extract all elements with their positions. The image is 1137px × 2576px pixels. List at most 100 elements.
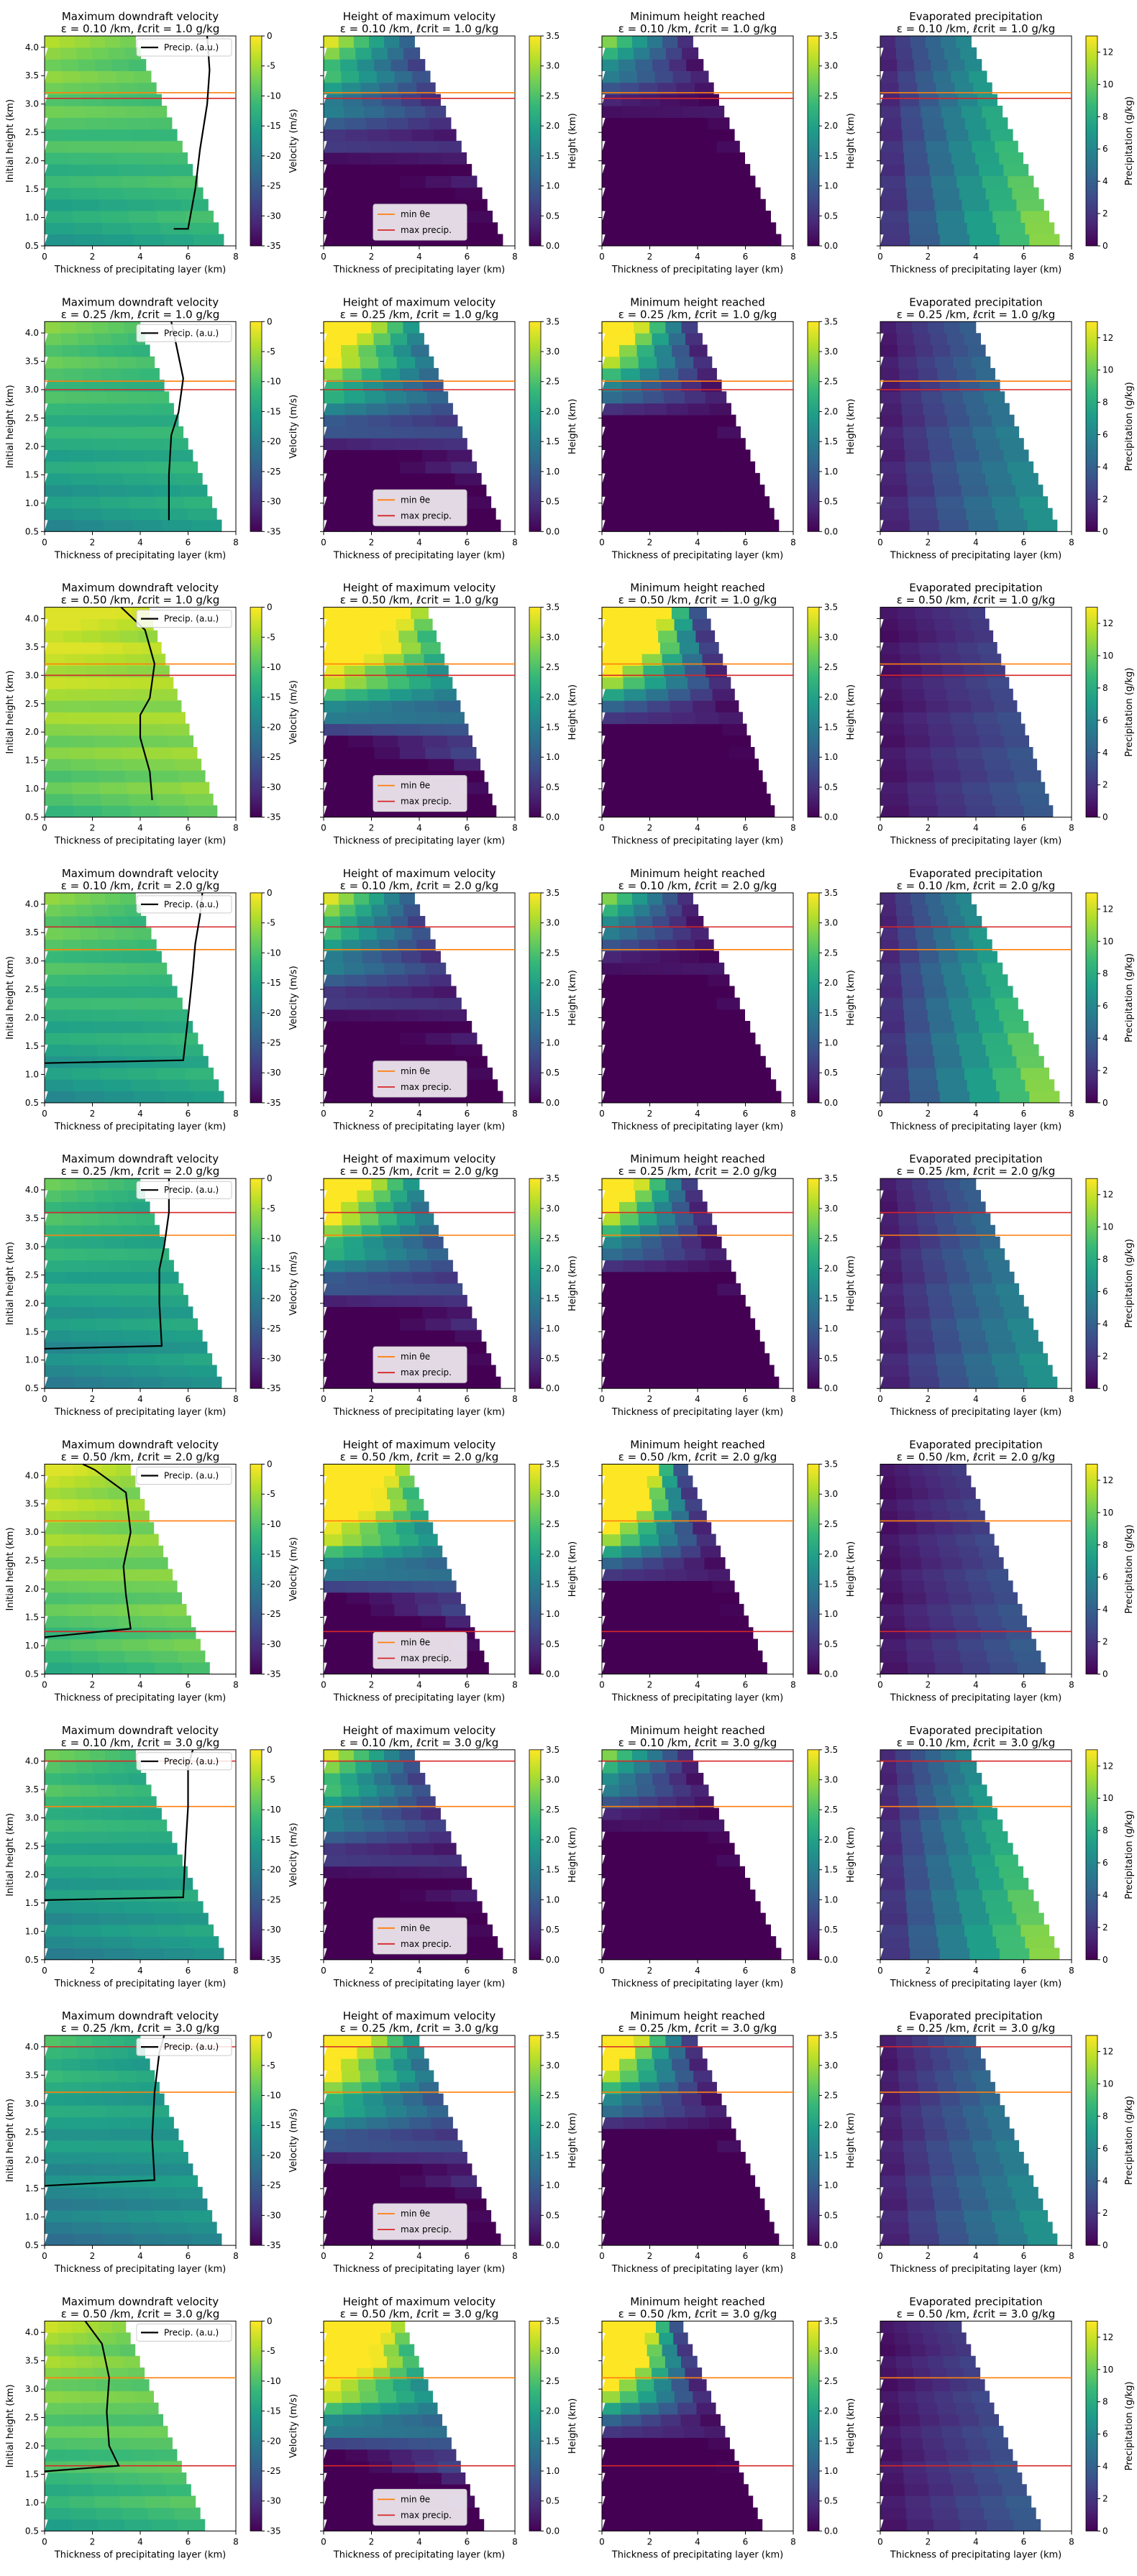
y-tick-label: 1.5	[25, 1613, 39, 1623]
heatmap-cell	[65, 1569, 89, 1581]
heatmap-cell	[345, 1843, 370, 1856]
heatmap-cell	[601, 805, 633, 817]
heatmap-cell	[657, 1353, 688, 1366]
colorbar-tick-label: -20	[267, 1865, 281, 1875]
colorbar-tick-label: 3.0	[824, 61, 838, 71]
heatmap-cell	[394, 152, 421, 165]
heatmap-cell	[365, 1831, 389, 1843]
heatmap-cell	[168, 1021, 193, 1033]
heatmap-cell	[411, 129, 436, 142]
heatmap-cell	[150, 117, 173, 130]
heatmap-cell	[373, 2163, 400, 2176]
panel-title: Maximum downdraft velocity	[62, 867, 219, 880]
colorbar-label: Height (km)	[846, 2112, 857, 2168]
heatmap-cell	[930, 333, 949, 346]
heatmap-cell	[349, 1032, 377, 1045]
colorbar-tick-label: 3.0	[546, 347, 560, 357]
colorbar-tick-label: 0.5	[546, 1639, 560, 1649]
panel-title: Maximum downdraft velocity	[62, 1724, 219, 1737]
heatmap-cell	[959, 2186, 987, 2199]
heatmap-cell	[44, 1213, 65, 1226]
heatmap-cell	[44, 974, 68, 986]
heatmap-cell	[902, 414, 927, 427]
heatmap-cell	[880, 1201, 900, 1214]
colorbar-tick-label: 0.0	[824, 2240, 838, 2250]
heatmap-cell	[928, 1761, 946, 1774]
heatmap-cell	[323, 2058, 343, 2071]
x-tick-label: 2	[926, 1394, 931, 1404]
colorbar-tick-label: -35	[267, 241, 281, 251]
heatmap-cell	[946, 688, 971, 701]
heatmap-cell	[123, 1901, 152, 1914]
heatmap-cell	[940, 1475, 958, 1488]
heatmap-cell	[111, 333, 130, 346]
heatmap-cell	[143, 1545, 164, 1558]
heatmap-cell	[143, 2163, 170, 2176]
heatmap-cell	[396, 618, 416, 631]
heatmap-cell	[369, 1592, 394, 1605]
heatmap-cell	[922, 974, 946, 986]
x-tick-label: 0	[321, 2251, 327, 2261]
heatmap-cell	[164, 1295, 188, 1307]
heatmap-cell	[389, 129, 414, 142]
heatmap-cell	[922, 1831, 946, 1843]
colorbar-tick-label: -5	[267, 1489, 275, 1499]
heatmap-cell	[601, 333, 621, 346]
heatmap-cell	[95, 1318, 123, 1331]
heatmap-cell	[880, 1831, 903, 1843]
heatmap-cell	[44, 1353, 75, 1366]
heatmap-cell	[403, 2035, 420, 2048]
heatmap-cell	[44, 1329, 73, 1342]
heatmap-cell	[657, 793, 688, 806]
heatmap-cell	[343, 106, 366, 118]
heatmap-cell	[164, 2152, 188, 2164]
heatmap-cell	[684, 2105, 708, 2117]
heatmap-cell	[942, 1248, 965, 1261]
x-axis-label: Thickness of precipitating layer (km)	[890, 1407, 1061, 1418]
heatmap-cell	[616, 892, 634, 905]
colorbar-tick-label: 2.0	[824, 121, 838, 131]
heatmap-cell	[987, 677, 1010, 689]
heatmap-cell	[383, 1475, 401, 1488]
heatmap-cell	[44, 1569, 68, 1581]
heatmap-cell	[44, 950, 66, 963]
heatmap-cell	[148, 2507, 176, 2520]
heatmap-cell	[132, 1201, 150, 1214]
heatmap-cell	[136, 1213, 155, 1226]
heatmap-cell	[700, 2163, 728, 2176]
heatmap-cell	[880, 1784, 900, 1797]
heatmap-cell	[642, 1557, 666, 1569]
heatmap-cell	[936, 496, 966, 509]
heatmap-cell	[652, 1190, 671, 1202]
heatmap-cell	[96, 344, 117, 357]
heatmap-cell	[117, 723, 143, 736]
heatmap-cell	[111, 1271, 136, 1284]
heatmap-cell	[956, 1318, 985, 1331]
heatmap-cell	[390, 2128, 415, 2141]
heatmap-cell	[651, 2163, 678, 2176]
heatmap-cell	[718, 712, 743, 725]
colorbar-tick-label: 6	[1102, 1572, 1108, 1582]
heatmap-cell	[697, 1009, 723, 1022]
colorbar-tick-label: 2.5	[824, 1519, 838, 1529]
panel-subtitle: ε = 0.25 /km, ℓcrit = 2.0 g/kg	[897, 1165, 1055, 1178]
heatmap-cell	[44, 356, 65, 369]
colorbar-label: Velocity (m/s)	[288, 680, 299, 744]
heatmap-cell	[44, 519, 76, 532]
heatmap-cell	[639, 630, 660, 643]
colorbar-tick-label: -5	[267, 61, 275, 71]
heatmap-cell	[677, 35, 693, 48]
heatmap-cell	[880, 1475, 898, 1488]
heatmap-cell	[323, 1201, 343, 1214]
heatmap-cell	[1025, 1079, 1055, 1091]
heatmap-cell	[916, 618, 936, 631]
heatmap-cell	[150, 472, 178, 485]
heatmap-cell	[339, 1190, 359, 1202]
heatmap-cell	[880, 2186, 908, 2199]
heatmap-cell	[749, 1376, 780, 1389]
heatmap-cell	[391, 59, 410, 71]
x-tick-label: 6	[743, 2251, 749, 2261]
x-axis-label: Thickness of precipitating layer (km)	[333, 1122, 505, 1132]
heatmap-cell	[947, 1772, 967, 1785]
heatmap-cell	[912, 321, 930, 334]
